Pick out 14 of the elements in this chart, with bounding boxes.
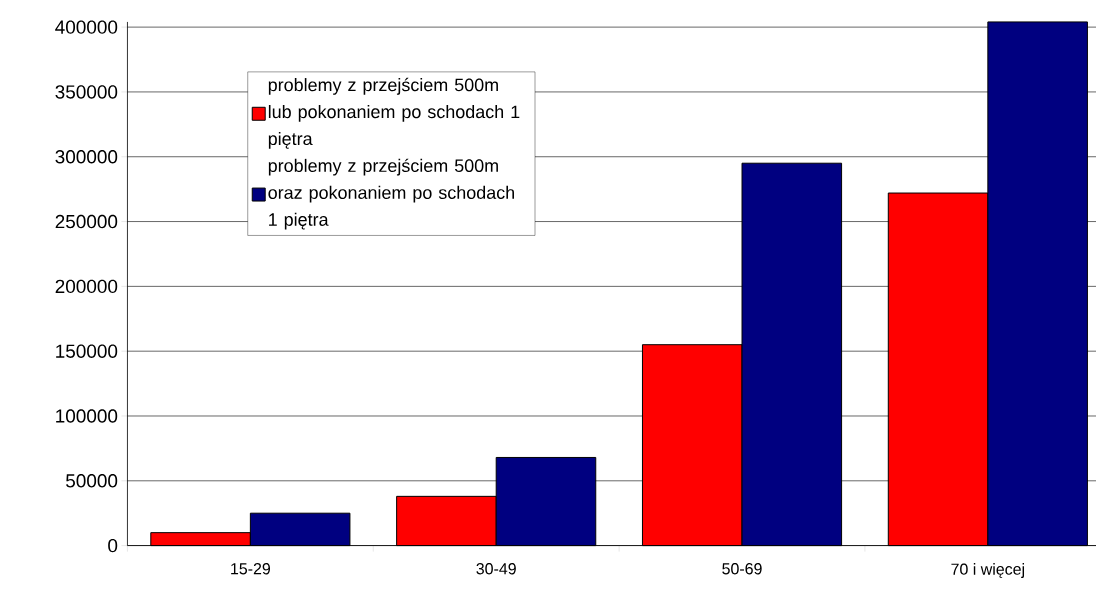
y-tick-label: 50000 [66,473,118,488]
legend-label: problemy z przejściem 500m oraz pokonaniem po schodach 1 piętra [268,158,514,230]
y-tick-label: 150000 [56,344,118,358]
x-tick-label: 70 i więcej [951,562,1025,578]
x-tick-label: 50-69 [722,562,762,575]
x-tick-label: 15-29 [231,562,271,575]
y-tick-label: 200000 [55,279,118,293]
y-tick-label: 350000 [55,84,118,99]
y-tick-label: 300000 [55,149,118,164]
x-tick-label: 30-49 [476,562,516,575]
y-tick-label: 250000 [55,214,118,229]
y-tick-label: 100000 [56,409,118,423]
y-tick-label: 0 [108,538,118,553]
y-tick-label: 400000 [55,20,118,34]
